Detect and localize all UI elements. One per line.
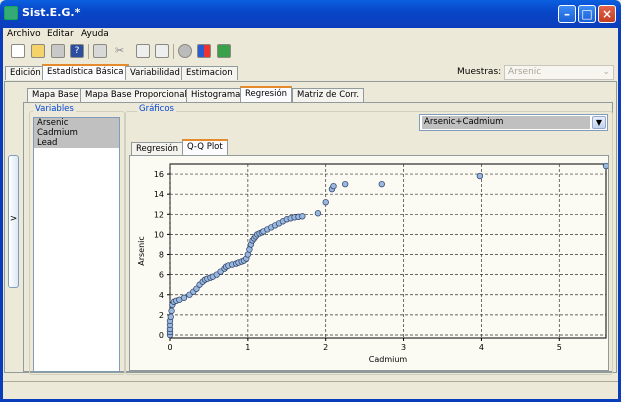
data-point — [330, 182, 337, 190]
y-tick-label: 8 — [159, 251, 164, 260]
menu-archivo[interactable]: Archivo — [7, 29, 41, 39]
maximize-button[interactable]: □ — [578, 5, 596, 23]
open-folder-icon[interactable] — [31, 44, 45, 58]
data-point — [342, 180, 349, 188]
data-point — [299, 213, 306, 220]
chevron-down-icon[interactable]: ▼ — [592, 116, 606, 129]
menu-ayuda[interactable]: Ayuda — [81, 29, 109, 39]
data-point — [168, 307, 175, 314]
x-axis-label: Cadmium — [369, 355, 408, 364]
y-tick-label: 10 — [154, 230, 164, 239]
y-tick-label: 12 — [154, 210, 164, 219]
title-bar[interactable] — [0, 0, 621, 28]
tab-matriz-corr[interactable]: Matriz de Corr. — [292, 88, 365, 102]
x-tick-label: 4 — [479, 343, 484, 352]
data-point — [167, 313, 174, 321]
tab-mapa-base[interactable]: Mapa Base — [27, 88, 84, 102]
grid-app-icon[interactable] — [197, 44, 211, 58]
tab-histograma[interactable]: Histograma — [186, 88, 246, 102]
list-item[interactable]: Arsenic — [34, 118, 119, 128]
tab-estadistica-basica[interactable]: Estadística Básica — [42, 64, 129, 80]
window-title: Sist.E.G.* — [22, 6, 81, 19]
muestras-value: Arsenic — [508, 67, 542, 77]
muestras-label: Muestras: — [457, 67, 502, 77]
minimize-button[interactable]: – — [558, 5, 576, 23]
chevron-down-icon: ⌄ — [602, 67, 610, 77]
help-icon[interactable]: ? — [70, 44, 84, 58]
info-icon[interactable] — [178, 44, 192, 58]
data-point — [322, 199, 329, 206]
x-tick-label: 0 — [167, 343, 172, 352]
y-tick-label: 2 — [159, 311, 164, 320]
app-icon — [4, 6, 18, 20]
chart-select[interactable]: Arsenic+Cadmium ▼ — [419, 114, 608, 131]
side-panel-toggle[interactable]: > — [8, 155, 19, 288]
print-icon[interactable] — [93, 44, 107, 58]
save-icon[interactable] — [51, 44, 65, 58]
y-tick-label: 6 — [159, 271, 164, 280]
graficos-group — [125, 111, 613, 375]
y-axis-label: Arsenic — [137, 236, 146, 266]
paste-icon[interactable] — [155, 44, 169, 58]
x-tick-label: 3 — [401, 343, 406, 352]
y-tick-label: 0 — [159, 331, 164, 340]
new-file-icon[interactable] — [11, 44, 25, 58]
data-point — [476, 172, 484, 180]
cut-icon[interactable]: ✂ — [115, 44, 125, 57]
status-bar — [3, 381, 618, 398]
x-tick-label: 2 — [323, 343, 328, 352]
tab-mapa-base-proporcional[interactable]: Mapa Base Proporcional — [80, 88, 192, 102]
tab-edicion[interactable]: Edición — [5, 66, 46, 80]
tab-variabilidad[interactable]: Variabilidad — [125, 66, 185, 80]
y-tick-label: 4 — [159, 291, 164, 300]
data-point — [602, 162, 610, 170]
tab-estimacion[interactable]: Estimacion — [181, 66, 238, 80]
muestras-select[interactable]: Arsenic ⌄ — [504, 65, 614, 80]
tab-qq-plot[interactable]: Q-Q Plot — [182, 139, 228, 155]
toolbar-separator — [173, 44, 174, 59]
graficos-title: Gráficos — [137, 104, 176, 114]
data-point — [314, 210, 322, 217]
tab-regresion[interactable]: Regresión — [240, 86, 293, 102]
copy-icon[interactable] — [136, 44, 150, 58]
exit-icon[interactable] — [217, 44, 231, 58]
variables-list[interactable]: Arsenic Cadmium Lead — [33, 117, 120, 372]
list-item[interactable]: Lead — [34, 138, 119, 148]
window-frame — [0, 28, 621, 402]
variables-title: Variables — [33, 104, 76, 114]
x-tick-label: 1 — [245, 343, 250, 352]
chart-select-value: Arsenic+Cadmium — [422, 116, 590, 129]
variables-group — [29, 111, 125, 375]
list-item[interactable]: Cadmium — [34, 128, 119, 138]
plot-area — [169, 163, 607, 339]
close-button[interactable]: × — [598, 5, 616, 23]
chart-panel: 0 2 4 6 8 10 12 14 16 0 1 2 3 4 5 Cadmium Arsenic — [129, 155, 610, 371]
toolbar-separator — [88, 44, 89, 59]
y-tick-label: 16 — [154, 170, 164, 179]
y-tick-label: 14 — [154, 190, 164, 199]
data-point — [378, 180, 385, 188]
tab-chart-regresion[interactable]: Regresión — [131, 142, 184, 156]
x-tick-label: 5 — [557, 343, 562, 352]
data-point — [180, 294, 188, 301]
menu-editar[interactable]: Editar — [47, 29, 74, 39]
